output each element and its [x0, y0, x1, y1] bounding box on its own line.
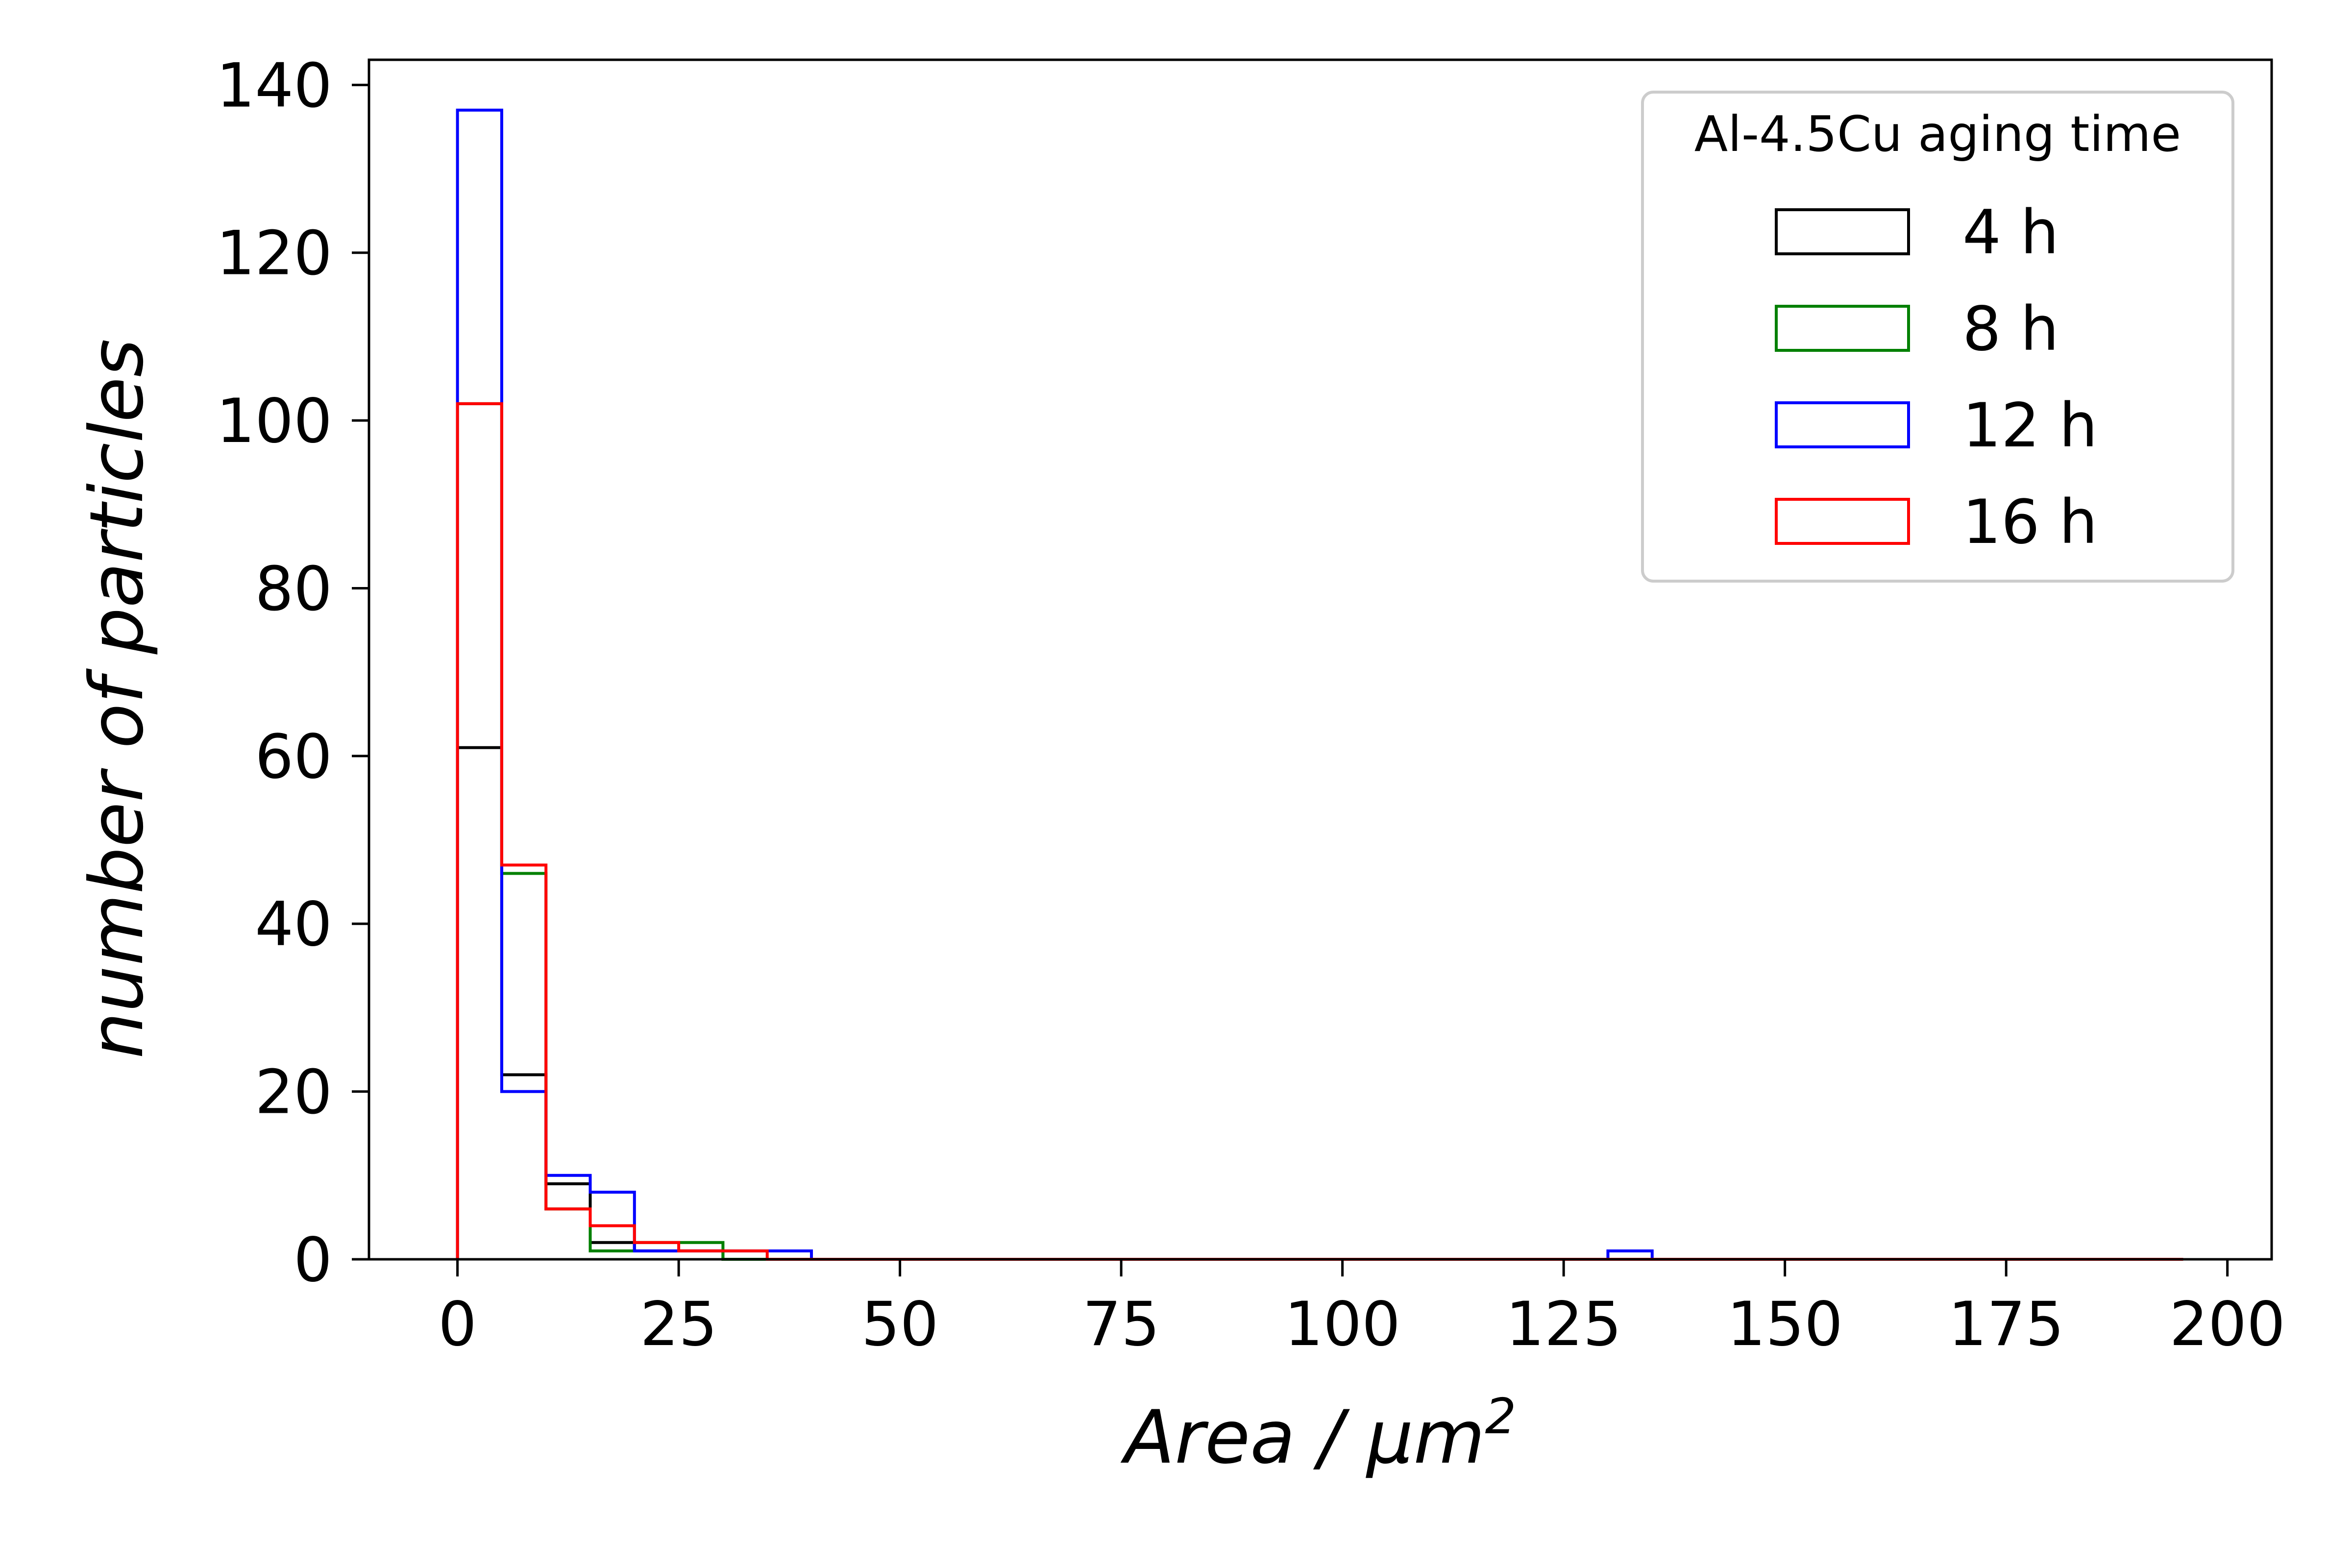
x-tick-label: 125: [1506, 1289, 1622, 1360]
x-axis-title-main: Area: [1121, 1395, 1296, 1480]
legend-swatch-4h: [1775, 208, 1910, 255]
x-axis-title-sup: 2: [1485, 1388, 1517, 1445]
x-axis-ticks: 0 25 50 75 100 125 150 175 200: [438, 1259, 2285, 1360]
y-tick-label: 140: [216, 50, 332, 121]
x-tick-label: 175: [1948, 1289, 2064, 1360]
legend-label: 8 h: [1962, 294, 2059, 365]
x-axis-title-sep: /: [1295, 1395, 1367, 1480]
y-tick-label: 40: [255, 889, 332, 960]
y-tick-label: 20: [255, 1057, 332, 1128]
x-tick-label: 25: [640, 1289, 717, 1360]
y-tick-label: 0: [294, 1225, 332, 1296]
legend-label: 4 h: [1962, 197, 2059, 268]
y-tick-label: 60: [255, 722, 332, 792]
x-tick-label: 0: [438, 1289, 477, 1360]
y-tick-label: 80: [255, 554, 332, 624]
axes-frame: [368, 58, 2273, 1261]
legend: Al-4.5Cu aging time 4 h 8 h 12 h 16 h: [1641, 91, 2234, 583]
y-axis-title: number of particles: [74, 339, 160, 1058]
legend-label: 16 h: [1962, 487, 2098, 558]
legend-title: Al-4.5Cu aging time: [1694, 105, 2181, 163]
legend-items: 4 h 8 h 12 h 16 h: [1775, 197, 2098, 558]
x-tick-label: 50: [861, 1289, 939, 1360]
x-axis-title: Area / μm2: [1121, 1388, 1517, 1480]
x-tick-label: 200: [2169, 1289, 2285, 1360]
legend-swatch-12h: [1775, 401, 1910, 448]
x-axis-title-unit: μm: [1366, 1395, 1485, 1480]
plot-area: [368, 58, 2273, 1261]
x-tick-label: 150: [1727, 1289, 1843, 1360]
legend-label: 12 h: [1962, 391, 2098, 461]
legend-swatch-16h: [1775, 498, 1910, 545]
x-tick-label: 75: [1082, 1289, 1160, 1360]
x-tick-label: 100: [1284, 1289, 1400, 1360]
y-tick-label: 100: [216, 386, 332, 457]
y-tick-label: 120: [216, 219, 332, 289]
legend-swatch-8h: [1775, 305, 1910, 352]
y-axis-ticks: 0 20 40 60 80 100 120 140: [216, 50, 369, 1296]
legend-box: [1641, 91, 2234, 583]
